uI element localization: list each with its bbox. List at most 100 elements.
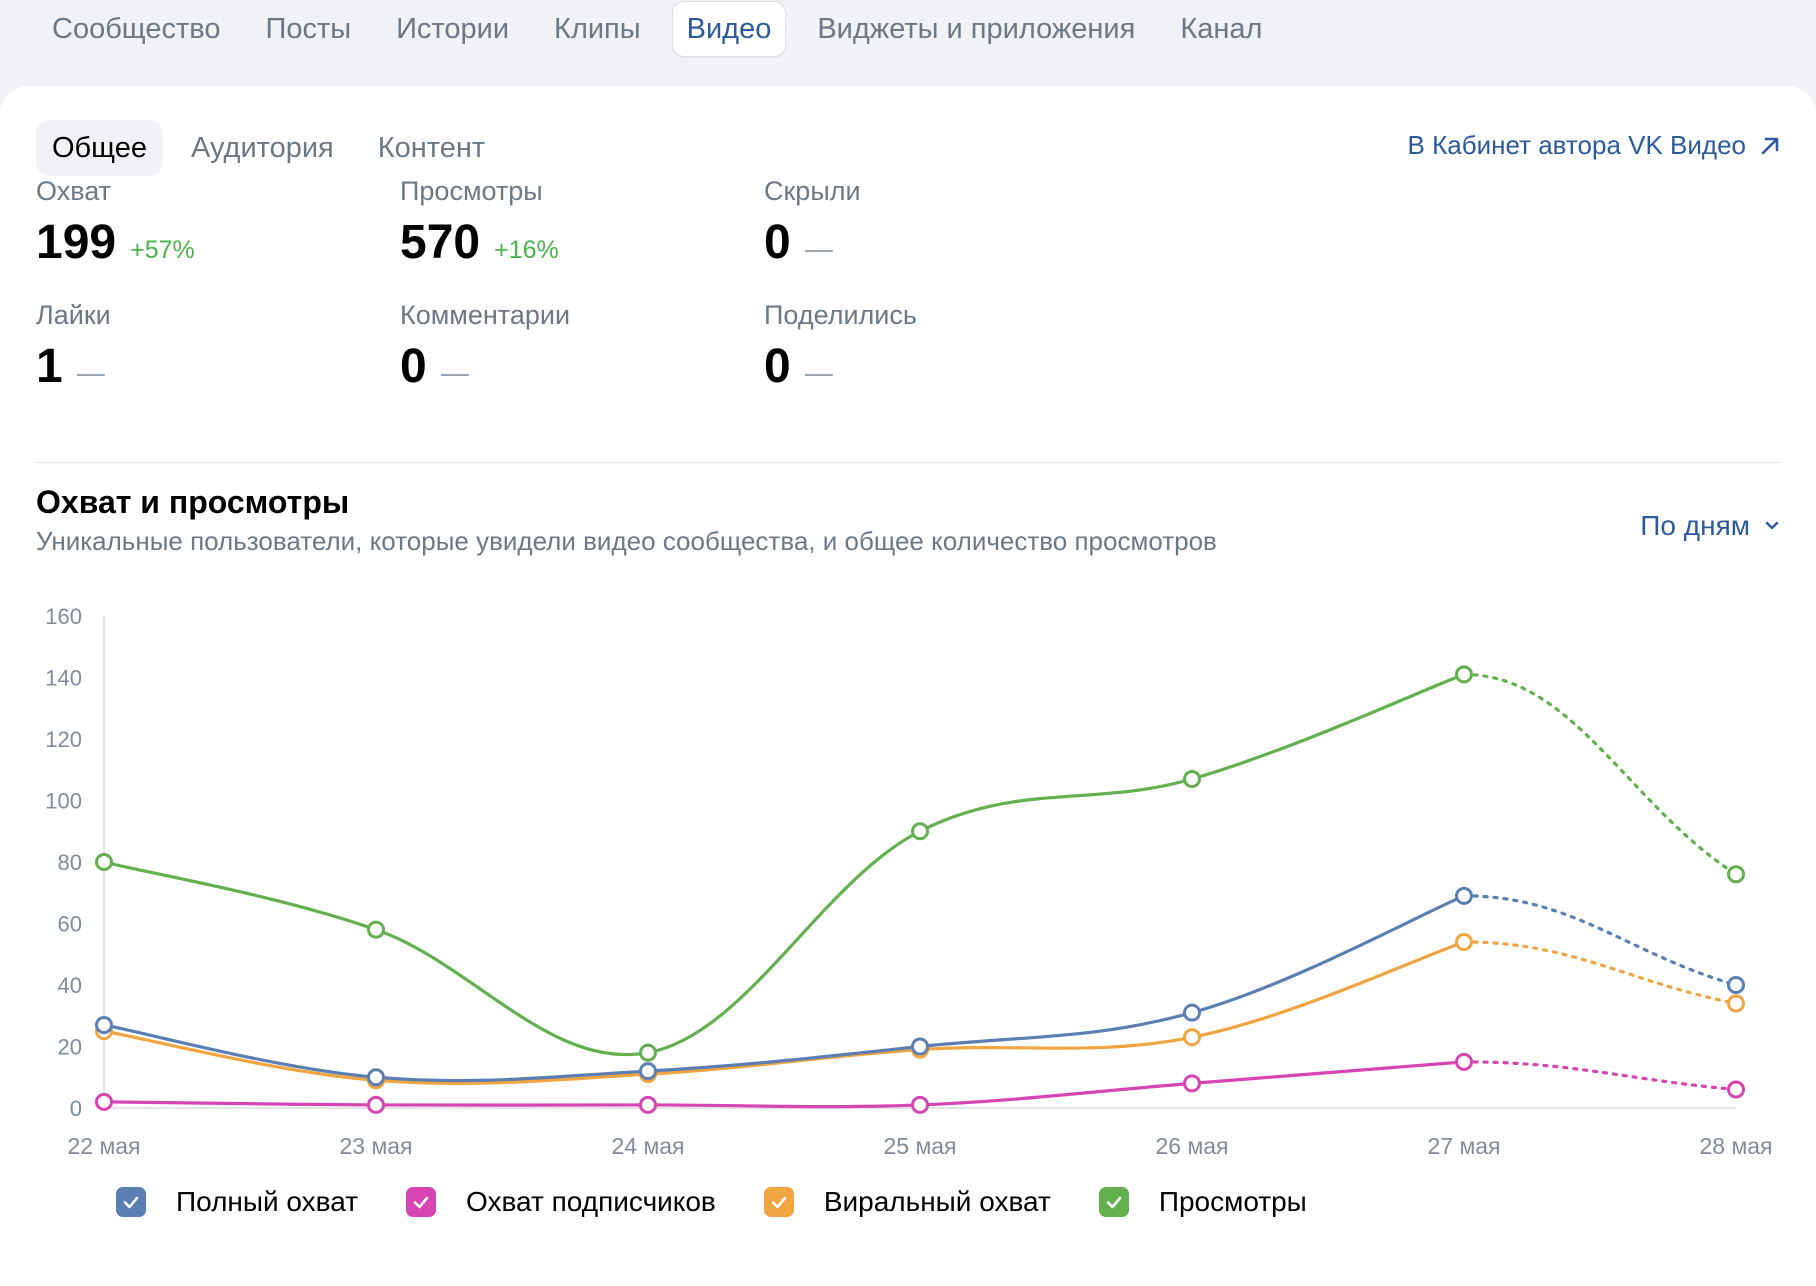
subtab-content[interactable]: Контент (377, 132, 486, 164)
stat-shares-label: Поделились (764, 300, 917, 330)
stat-likes-label: Лайки (36, 300, 111, 330)
data-point (1183, 769, 1201, 788)
stat-views-label: Просмотры (400, 176, 543, 206)
data-point (911, 1095, 929, 1114)
sub-tabs: Общее Аудитория Контент (36, 120, 513, 176)
legend-label: Охват подписчиков (466, 1186, 716, 1217)
data-point (1455, 665, 1473, 684)
stat-comments: Комментарии 0 — (400, 298, 570, 396)
y-tick-label: 160 (45, 604, 82, 629)
stat-shares: Поделились 0 — (764, 298, 917, 396)
tab-channel[interactable]: Канал (1180, 13, 1263, 45)
x-tick-label: 28 мая (1699, 1133, 1772, 1159)
stat-shares-value: 0 (764, 340, 791, 393)
data-point (911, 1037, 929, 1056)
arrow-up-right-icon (1761, 137, 1779, 154)
chevron-down-icon (1765, 521, 1779, 530)
tab-widgets[interactable]: Виджеты и приложения (817, 13, 1136, 45)
x-tick-label: 27 мая (1427, 1133, 1500, 1159)
period-select[interactable]: По дням (1640, 510, 1782, 542)
data-point (1727, 865, 1745, 884)
y-tick-label: 80 (58, 850, 82, 875)
stat-likes: Лайки 1 — (36, 298, 111, 396)
series-forecast-line (1462, 1060, 1738, 1092)
x-tick-label: 26 мая (1155, 1133, 1228, 1159)
stat-views-value: 570 (400, 216, 481, 269)
x-tick-label: 22 мая (67, 1133, 140, 1159)
subtab-audience[interactable]: Аудитория (190, 132, 334, 164)
stat-comments-label: Комментарии (400, 300, 571, 330)
legend-item-views[interactable]: Просмотры (1098, 1186, 1307, 1218)
tab-clips[interactable]: Клипы (554, 13, 641, 45)
series-forecast-line (1462, 940, 1738, 1006)
data-point (1727, 976, 1745, 994)
data-point (1183, 1003, 1201, 1022)
stats-card: Общее Аудитория Контент В Кабинет автора… (0, 86, 1816, 1286)
data-point (95, 853, 113, 871)
stat-comments-delta: — (440, 357, 469, 388)
data-point (95, 1092, 113, 1111)
legend-checkbox[interactable] (763, 1187, 794, 1217)
stat-reach-value: 199 (36, 216, 117, 269)
stat-views: Просмотры 570 +16% (400, 174, 559, 272)
series-forecast-line (1462, 672, 1738, 876)
y-tick-label: 20 (58, 1035, 82, 1060)
divider (36, 462, 1780, 463)
y-tick-label: 120 (45, 727, 82, 752)
legend-item-viral-reach[interactable]: Виральный охват (763, 1186, 1051, 1218)
stat-reach: Охват 199 +57% (36, 174, 195, 272)
data-point (1455, 886, 1473, 905)
check-icon (123, 1196, 139, 1209)
series-line (102, 1060, 1466, 1109)
data-point (1455, 1052, 1473, 1071)
stat-likes-delta: — (76, 357, 105, 388)
subtab-general[interactable]: Общее (36, 120, 163, 176)
legend-item-subscriber-reach[interactable]: Охват подписчиков (406, 1186, 716, 1218)
legend-item-full-reach[interactable]: Полный охват (116, 1186, 358, 1218)
data-point (95, 1015, 113, 1034)
stat-comments-value: 0 (400, 340, 427, 393)
y-tick-label: 140 (45, 666, 82, 691)
legend-checkbox[interactable] (116, 1187, 146, 1217)
stat-likes-value: 1 (36, 340, 63, 393)
y-tick-label: 100 (45, 789, 82, 814)
data-point (367, 1068, 385, 1087)
stat-hidden: Скрыли 0 — (764, 174, 861, 272)
tab-community[interactable]: Сообщество (52, 13, 221, 45)
vk-video-cabinet-link[interactable]: В Кабинет автора VK Видео (1408, 130, 1782, 161)
data-point (1183, 1074, 1201, 1093)
x-tick-label: 23 мая (339, 1133, 412, 1159)
chart-legend: Полный охват Охват подписчиков Виральный… (116, 1186, 1355, 1218)
series-line (102, 894, 1466, 1083)
tab-video[interactable]: Видео (671, 1, 787, 57)
section-tabs: Сообщество Посты Истории Клипы Видео Вид… (38, 0, 1293, 58)
data-point (1727, 1080, 1745, 1099)
line-chart: 0 20 40 60 80 100 120 140 160 22 мая 23 мая 24 мая 2… (45, 604, 1772, 1159)
stat-hidden-label: Скрыли (764, 176, 861, 206)
legend-checkbox[interactable] (406, 1187, 437, 1217)
data-point (367, 1095, 385, 1114)
cabinet-link-label: В Кабинет автора VK Видео (1407, 130, 1746, 160)
tab-posts[interactable]: Посты (265, 13, 352, 45)
check-icon (771, 1196, 787, 1209)
stat-hidden-value: 0 (764, 216, 791, 269)
data-point (639, 1043, 657, 1062)
data-point (367, 920, 385, 939)
legend-label: Просмотры (1158, 1186, 1307, 1217)
tab-stories[interactable]: Истории (396, 13, 510, 45)
series-line (102, 672, 1466, 1057)
data-point (1183, 1028, 1201, 1047)
data-point (1727, 994, 1745, 1013)
stat-views-delta: +16% (494, 236, 559, 264)
y-tick-label: 0 (70, 1096, 82, 1121)
stat-reach-label: Охват (36, 176, 112, 206)
stat-reach-delta: +57% (130, 236, 195, 264)
series-forecast-line (1462, 894, 1738, 987)
data-point (1455, 932, 1473, 951)
chart-subtitle: Уникальные пользователи, которые увидели… (36, 526, 1217, 556)
stat-hidden-delta: — (804, 233, 833, 264)
check-icon (1106, 1196, 1122, 1209)
legend-checkbox[interactable] (1098, 1187, 1129, 1217)
chart-title: Охват и просмотры (36, 484, 350, 520)
y-tick-label: 60 (58, 912, 82, 937)
